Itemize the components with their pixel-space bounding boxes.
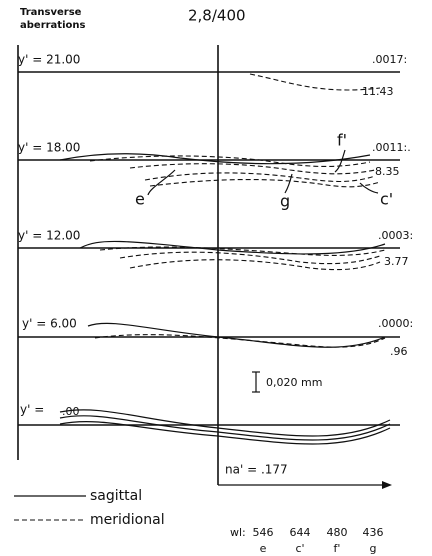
curve-label: g (280, 192, 290, 211)
legend-label: meridional (90, 512, 165, 528)
frame (17, 45, 400, 485)
wl-name: f' (334, 542, 341, 555)
value-label: 3.77 (384, 255, 409, 268)
aperture-label: na' = .177 (225, 463, 288, 477)
wl-value: 644 (290, 526, 311, 539)
curves (59, 71, 391, 445)
legend-label: sagittal (90, 488, 142, 504)
height-label: y' = 18.00 (18, 141, 80, 155)
curve-label: e (135, 190, 145, 209)
height-label: y' = 12.00 (18, 229, 80, 243)
title-line: Transverse (20, 7, 82, 18)
height-label: y' = (20, 403, 44, 417)
wl-prefix: wl: (230, 526, 246, 539)
wl-name: c' (295, 542, 304, 555)
value-label: .0017: (372, 53, 407, 66)
wl-value: 436 (363, 526, 384, 539)
value-label: .0011:. (372, 141, 411, 154)
value-label: .0000: (378, 317, 413, 330)
value-label: .0003: (378, 229, 413, 242)
curve-label: f' (337, 131, 347, 150)
value-label: .96 (390, 345, 408, 358)
value-label: 11.43 (362, 85, 394, 98)
scale-label: 0,020 mm (266, 376, 322, 389)
aperture-arrow (218, 481, 392, 489)
curve-label: c' (380, 190, 393, 209)
wl-value: 546 (253, 526, 274, 539)
value-label: .00 (62, 405, 80, 418)
height-label: y' = 6.00 (22, 317, 77, 331)
height-label: y' = 21.00 (18, 53, 80, 67)
scale-bar (252, 371, 260, 393)
wl-name: g (370, 542, 377, 555)
wl-value: 480 (327, 526, 348, 539)
value-label: 8.35 (375, 165, 400, 178)
title-line: aberrations (20, 20, 85, 31)
lens-label: 2,8/400 (188, 7, 246, 25)
wl-name: e (260, 542, 267, 555)
